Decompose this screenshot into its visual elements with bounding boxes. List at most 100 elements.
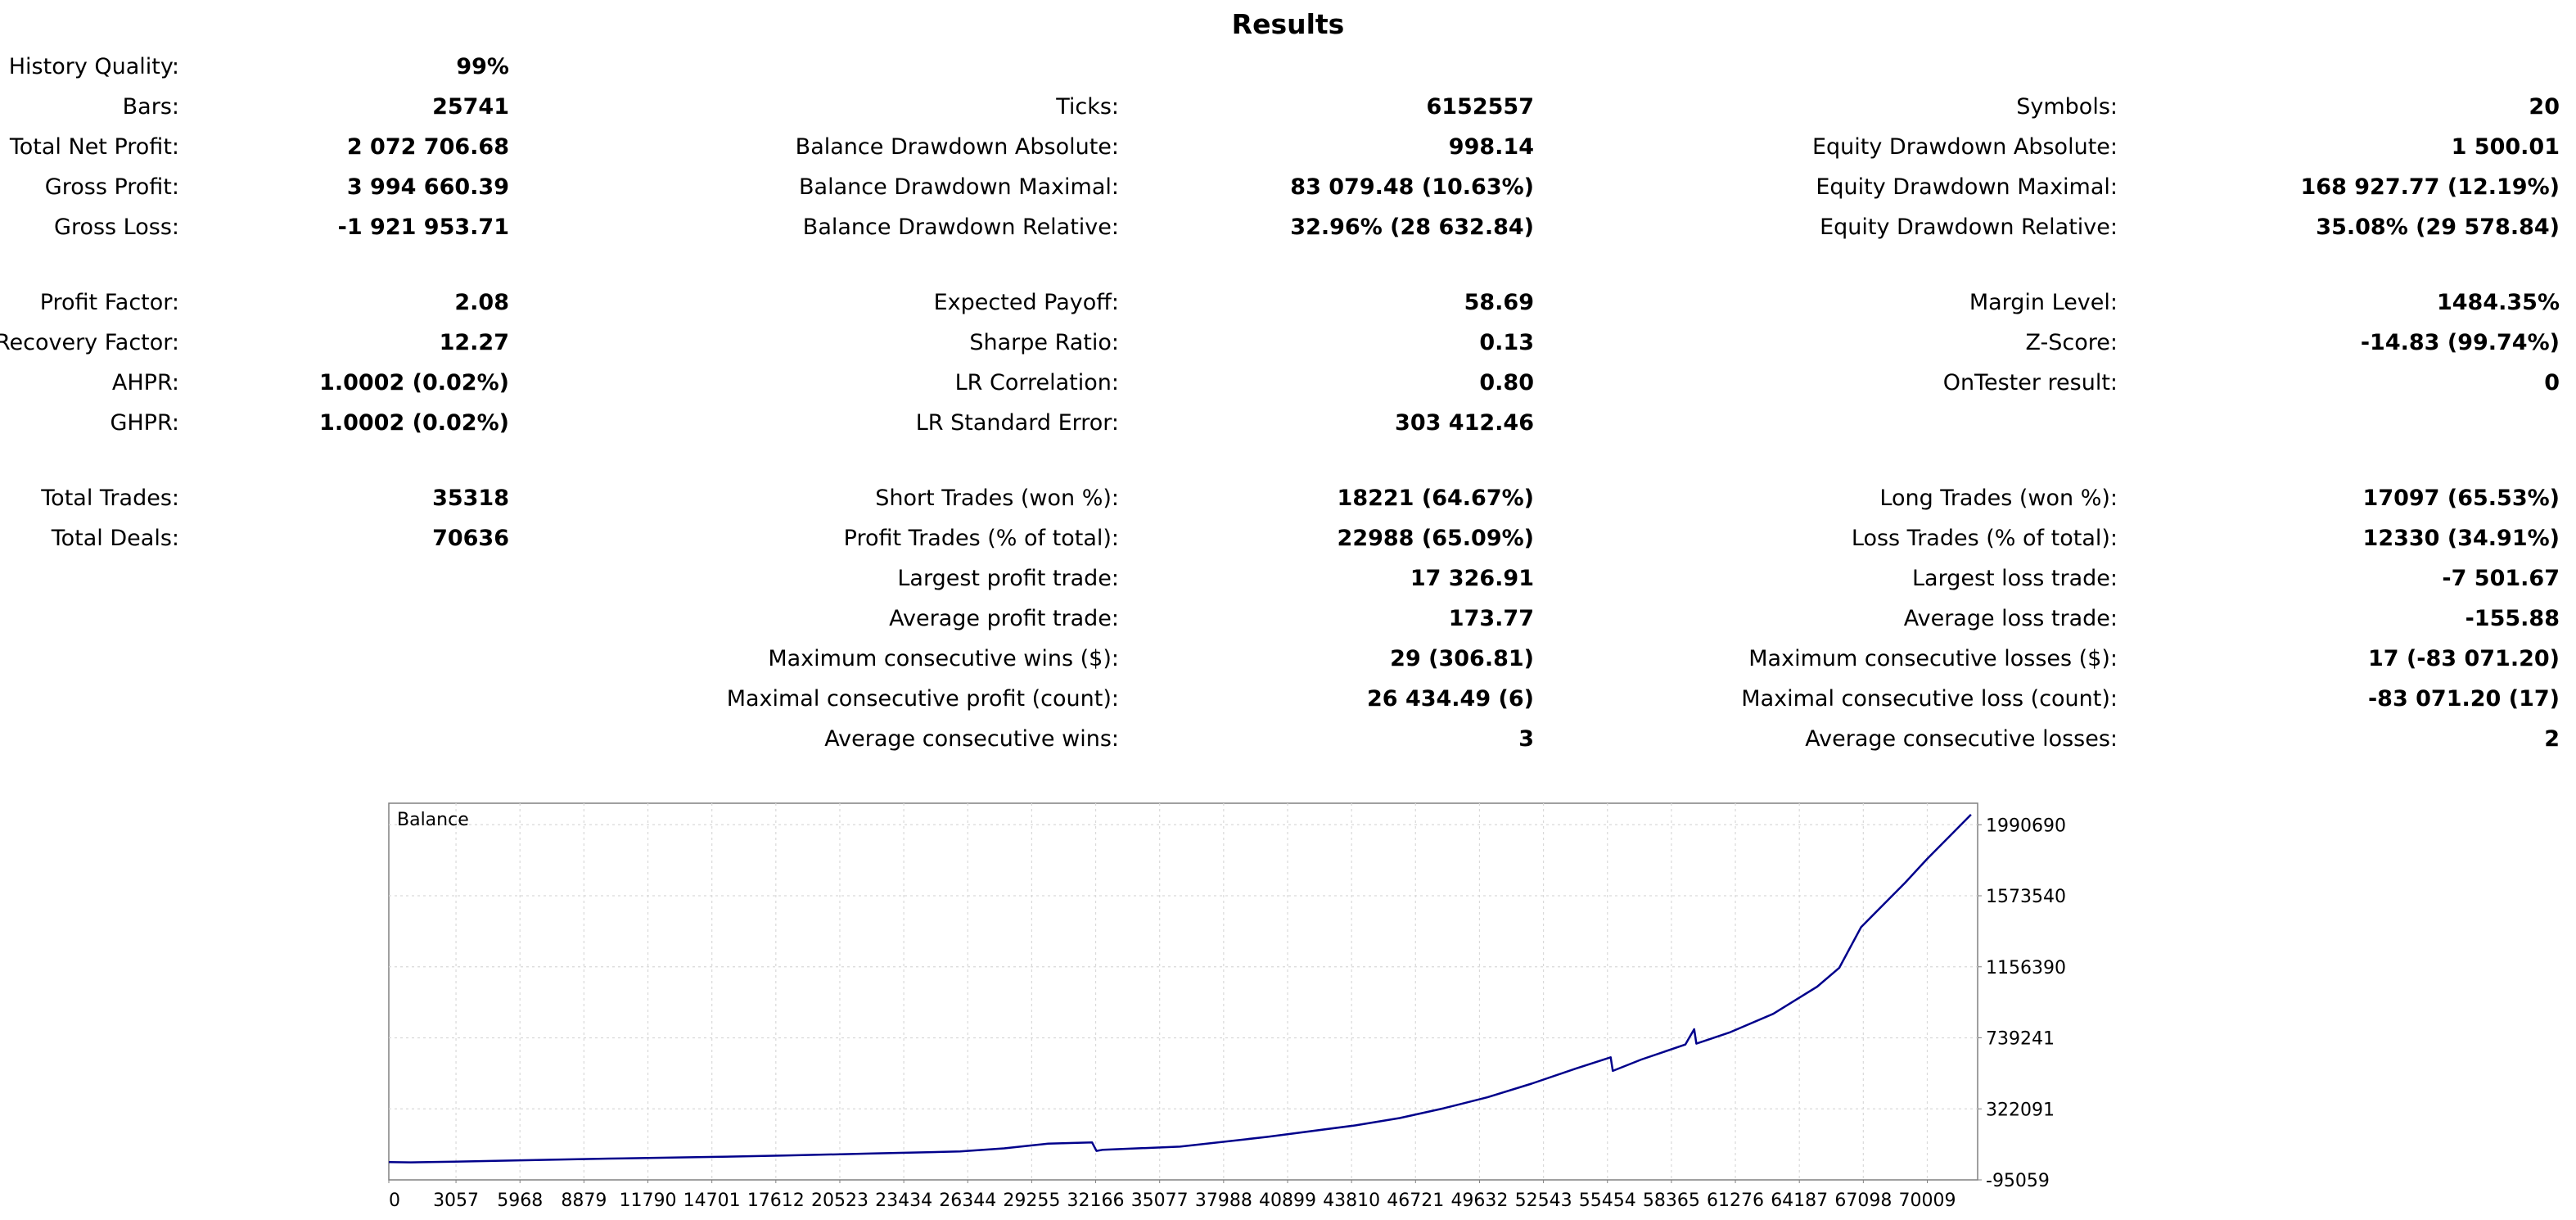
stat-value-recovery-factor: 12.27 <box>439 330 509 355</box>
stat-ontester-result: OnTester result: 0 <box>0 367 2576 400</box>
x-tick-label-11: 32166 <box>1067 1191 1125 1211</box>
stat-total-trades: Total Trades: 35318 <box>0 482 2576 515</box>
stat-value-balance-dd-maximal: 83 079.48 (10.63%) <box>1290 174 1534 200</box>
stat-label-expected-payoff: Expected Payoff: <box>933 290 1119 315</box>
stat-value-profit-trades: 22988 (65.09%) <box>1337 526 1534 551</box>
stat-label-balance-dd-maximal: Balance Drawdown Maximal: <box>799 174 1119 200</box>
x-tick-label-8: 23434 <box>875 1191 932 1211</box>
x-tick-label-23: 67098 <box>1834 1191 1892 1211</box>
stat-value-max-consecutive-losses: 17 (-83 071.20) <box>2367 646 2560 671</box>
stat-average-loss-trade: Average loss trade: -155.88 <box>0 603 2576 635</box>
stat-label-largest-profit-trade: Largest profit trade: <box>897 566 1119 591</box>
stat-value-equity-dd-maximal: 168 927.77 (12.19%) <box>2300 174 2560 200</box>
stat-equity-dd-maximal: Equity Drawdown Maximal: 168 927.77 (12.1… <box>0 171 2576 204</box>
stat-loss-trades: Loss Trades (% of total): 12330 (34.91%) <box>0 522 2576 555</box>
x-tick-label-21: 61276 <box>1707 1191 1764 1211</box>
stat-value-short-trades: 18221 (64.67%) <box>1337 486 1534 511</box>
stat-value-expected-payoff: 58.69 <box>1464 290 1534 315</box>
x-tick-label-10: 29255 <box>1003 1191 1060 1211</box>
stat-lr-correlation: LR Correlation: 0.80 <box>0 367 2576 400</box>
stat-value-equity-dd-relative: 35.08% (29 578.84) <box>2316 215 2560 240</box>
stat-label-average-loss-trade: Average loss trade: <box>1903 606 2118 631</box>
stat-value-lr-standard-error: 303 412.46 <box>1395 410 1534 436</box>
stat-value-average-consecutive-losses: 2 <box>2544 726 2560 752</box>
stat-label-z-score: Z-Score: <box>2025 330 2118 355</box>
stat-total-net-profit: Total Net Profit: 2 072 706.68 <box>0 131 2576 164</box>
stat-label-bars: Bars: <box>122 94 179 120</box>
stat-value-profit-factor: 2.08 <box>454 290 509 315</box>
stat-value-average-profit-trade: 173.77 <box>1448 606 1534 631</box>
y-tick-label-0: 1990690 <box>1986 816 2066 836</box>
stat-value-equity-dd-absolute: 1 500.01 <box>2451 134 2560 160</box>
stat-z-score: Z-Score: -14.83 (99.74%) <box>0 327 2576 359</box>
stat-balance-dd-maximal: Balance Drawdown Maximal: 83 079.48 (10.6… <box>0 171 2576 204</box>
x-tick-label-0: 0 <box>389 1191 400 1211</box>
stat-total-deals: Total Deals: 70636 <box>0 522 2576 555</box>
stat-label-ghpr: GHPR: <box>110 410 179 436</box>
stat-label-maximal-consecutive-profit: Maximal consecutive profit (count): <box>726 686 1119 712</box>
series-line-balance <box>388 814 1972 1164</box>
stat-lr-standard-error: LR Standard Error: 303 412.46 <box>0 407 2576 440</box>
stat-label-equity-dd-relative: Equity Drawdown Relative: <box>1820 215 2118 240</box>
stat-balance-dd-relative: Balance Drawdown Relative: 32.96% (28 632… <box>0 211 2576 244</box>
x-tick-label-17: 49632 <box>1450 1191 1508 1211</box>
x-tick-label-13: 37988 <box>1195 1191 1252 1211</box>
stat-long-trades: Long Trades (won %): 17097 (65.53%) <box>0 482 2576 515</box>
stat-value-ghpr: 1.0002 (0.02%) <box>319 410 509 436</box>
x-tick-label-2: 5968 <box>497 1191 543 1211</box>
stat-label-total-deals: Total Deals: <box>51 526 179 551</box>
stat-largest-profit-trade: Largest profit trade: 17 326.91 <box>0 563 2576 595</box>
stat-label-loss-trades: Loss Trades (% of total): <box>1851 526 2118 551</box>
stat-label-lr-correlation: LR Correlation: <box>954 370 1119 395</box>
stat-value-largest-profit-trade: 17 326.91 <box>1410 566 1534 591</box>
stat-largest-loss-trade: Largest loss trade: -7 501.67 <box>0 563 2576 595</box>
stat-label-ontester-result: OnTester result: <box>1942 370 2118 395</box>
y-tick-label-3: 739241 <box>1986 1029 2055 1050</box>
stat-equity-dd-absolute: Equity Drawdown Absolute: 1 500.01 <box>0 131 2576 164</box>
stat-value-ticks: 6152557 <box>1426 94 1534 120</box>
stat-max-consecutive-losses: Maximum consecutive losses ($): 17 (-83 0… <box>0 643 2576 676</box>
stat-value-z-score: -14.83 (99.74%) <box>2360 330 2560 355</box>
stat-label-max-consecutive-losses: Maximum consecutive losses ($): <box>1748 646 2118 671</box>
stat-label-sharpe-ratio: Sharpe Ratio: <box>969 330 1119 355</box>
stat-label-balance-dd-relative: Balance Drawdown Relative: <box>802 215 1119 240</box>
stat-label-total-trades: Total Trades: <box>41 486 179 511</box>
stat-value-long-trades: 17097 (65.53%) <box>2362 486 2560 511</box>
x-tick-label-18: 52543 <box>1515 1191 1572 1211</box>
stat-value-ahpr: 1.0002 (0.02%) <box>319 370 509 395</box>
stat-label-balance-dd-absolute: Balance Drawdown Absolute: <box>795 134 1119 160</box>
y-tick-label-4: 322091 <box>1986 1100 2055 1120</box>
stat-value-gross-profit: 3 994 660.39 <box>346 174 509 200</box>
stat-ghpr: GHPR: 1.0002 (0.02%) <box>0 407 2576 440</box>
x-tick-label-6: 17612 <box>747 1191 805 1211</box>
stat-average-profit-trade: Average profit trade: 173.77 <box>0 603 2576 635</box>
stat-value-average-loss-trade: -155.88 <box>2465 606 2560 631</box>
stat-equity-dd-relative: Equity Drawdown Relative: 35.08% (29 578.… <box>0 211 2576 244</box>
x-tick-label-24: 70009 <box>1898 1191 1956 1211</box>
stat-label-margin-level: Margin Level: <box>1969 290 2118 315</box>
stat-label-average-consecutive-wins: Average consecutive wins: <box>824 726 1119 752</box>
stat-profit-factor: Profit Factor: 2.08 <box>0 287 2576 319</box>
stat-label-symbols: Symbols: <box>2016 94 2118 120</box>
chart-plot-area <box>388 802 1978 1181</box>
chart-legend-balance: Balance <box>397 810 469 830</box>
stat-value-symbols: 20 <box>2529 94 2560 120</box>
stat-maximal-consecutive-loss: Maximal consecutive loss (count): -83 071… <box>0 683 2576 716</box>
stat-balance-dd-absolute: Balance Drawdown Absolute: 998.14 <box>0 131 2576 164</box>
stat-value-max-consecutive-wins: 29 (306.81) <box>1390 646 1534 671</box>
stat-ticks: Ticks: 6152557 <box>0 91 2576 124</box>
stat-maximal-consecutive-profit: Maximal consecutive profit (count): 26 43… <box>0 683 2576 716</box>
stat-value-sharpe-ratio: 0.13 <box>1479 330 1534 355</box>
stat-value-total-deals: 70636 <box>432 526 509 551</box>
stat-value-history-quality: 99% <box>456 54 509 79</box>
stat-label-max-consecutive-wins: Maximum consecutive wins ($): <box>768 646 1119 671</box>
x-tick-label-12: 35077 <box>1131 1191 1189 1211</box>
x-tick-label-5: 14701 <box>683 1191 741 1211</box>
stat-label-gross-loss: Gross Loss: <box>54 215 179 240</box>
stat-label-maximal-consecutive-loss: Maximal consecutive loss (count): <box>1741 686 2118 712</box>
stat-value-balance-dd-absolute: 998.14 <box>1448 134 1534 160</box>
stat-label-recovery-factor: Recovery Factor: <box>0 330 179 355</box>
y-tick-label-2: 1156390 <box>1986 958 2066 978</box>
stat-label-history-quality: History Quality: <box>8 54 179 79</box>
stat-label-lr-standard-error: LR Standard Error: <box>915 410 1119 436</box>
